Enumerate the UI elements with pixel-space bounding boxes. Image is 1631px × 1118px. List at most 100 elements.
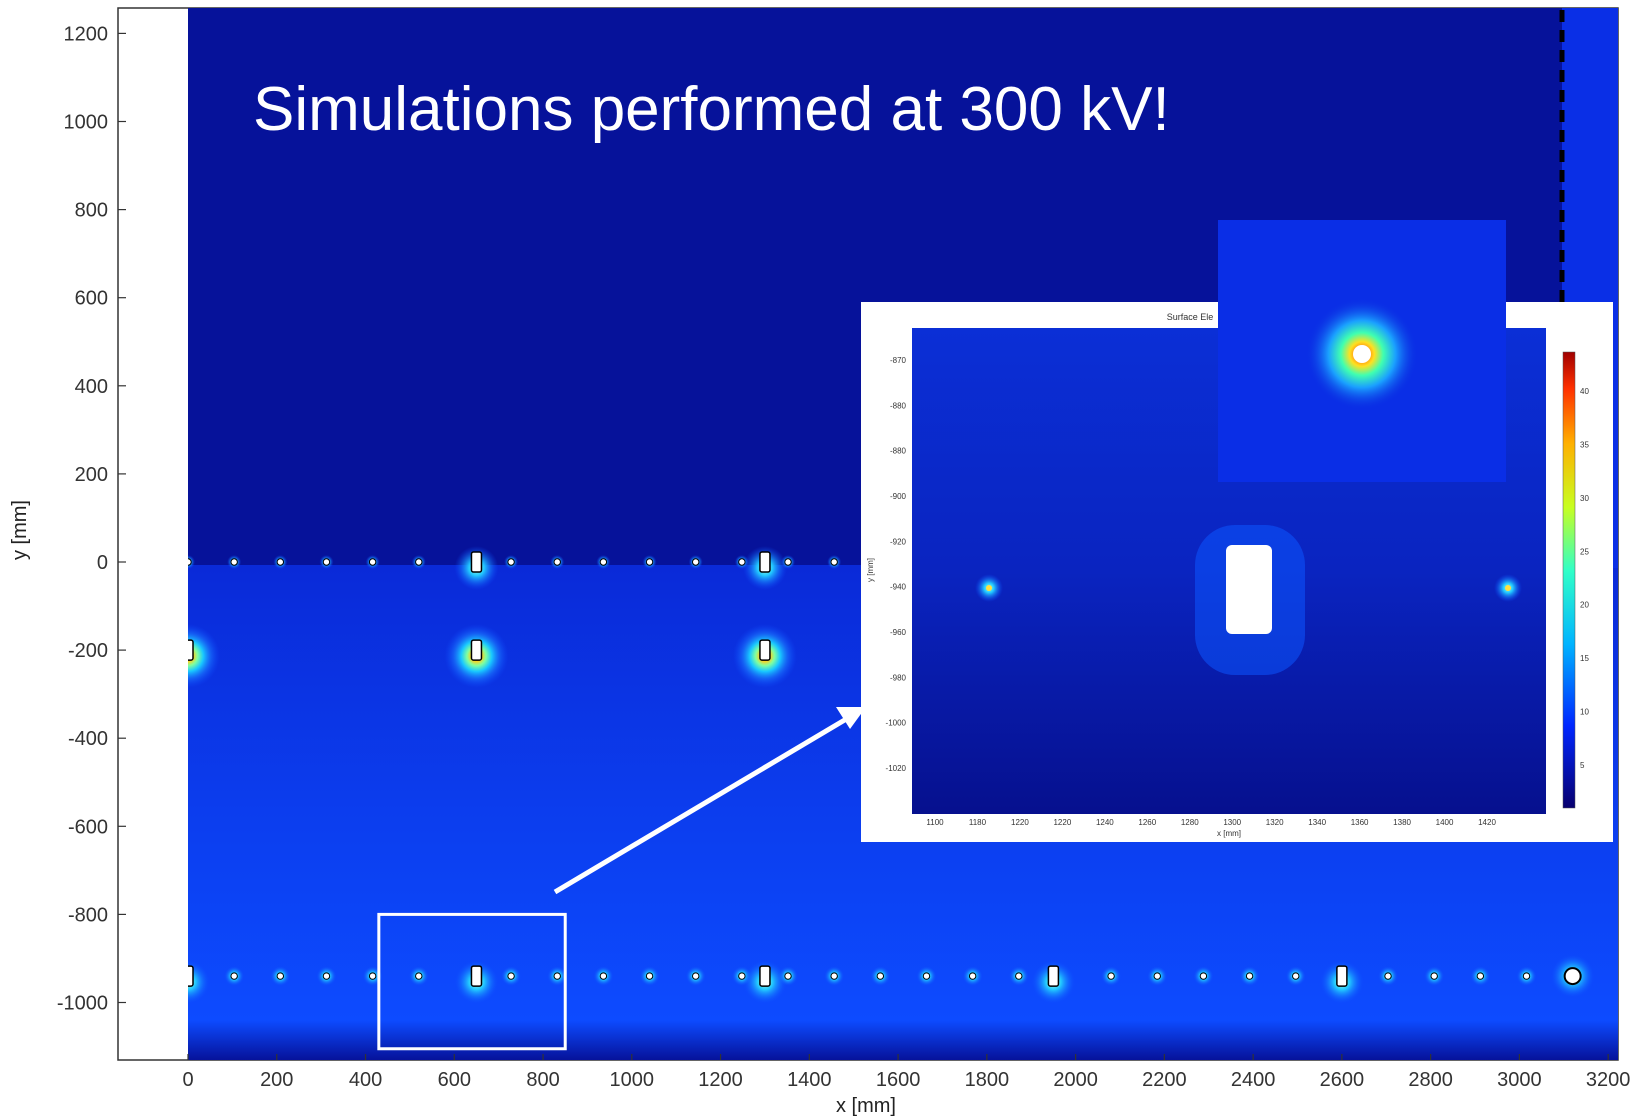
x-tick-label: 2600	[1320, 1069, 1365, 1091]
inset-x-tick-label: 1180	[969, 818, 987, 827]
electrode-small	[368, 558, 377, 566]
inset-x-tick-label: 1340	[1308, 818, 1326, 827]
x-tick-label: 400	[349, 1069, 382, 1091]
x-tick-label: 2800	[1408, 1069, 1453, 1091]
electrode-large	[759, 551, 771, 573]
inset-y-tick-label: -920	[890, 537, 907, 546]
electrode-small	[1292, 972, 1300, 980]
electrode-small	[1245, 972, 1254, 980]
electrode-small	[188, 558, 192, 566]
inset-colorbar-labels: 40 35 30 25 20 15 10 5	[1580, 387, 1589, 770]
y-tick-label: -600	[68, 816, 108, 838]
inset-electrode-small-left-core	[986, 585, 992, 591]
electrode-large	[470, 639, 483, 661]
electrode-small	[1384, 972, 1392, 980]
electrode-large	[1336, 965, 1348, 987]
inset-x-tick-label: 1380	[1393, 818, 1411, 827]
y-tick-label: 800	[75, 200, 108, 222]
inset-colorbar-label: 20	[1580, 601, 1589, 610]
y-tick-label: 200	[75, 464, 108, 486]
electrode-small	[276, 972, 285, 980]
y-axis-label: y [mm]	[9, 500, 31, 560]
y-tick-label: -200	[68, 640, 108, 662]
x-tick-label: 600	[438, 1069, 471, 1091]
electrode-small	[692, 558, 700, 566]
plot-area: 0 200 400 600 800 1000 1200 1400 1600 1800 2000 220…	[9, 7, 1631, 1117]
inset-colorbar-label: 15	[1580, 654, 1589, 663]
inset-y-tick-label: -870	[890, 356, 907, 365]
electrode-small	[1199, 972, 1208, 980]
x-tick-label: 1600	[876, 1069, 921, 1091]
y-tick-label: 0	[97, 552, 108, 574]
electrode-small	[230, 972, 238, 980]
x-tick-label: 200	[260, 1069, 293, 1091]
x-tick-label: 3000	[1497, 1069, 1542, 1091]
electrode-small	[322, 558, 331, 566]
zoom-box-layer	[377, 912, 567, 1051]
inset-y-ticks: -870 -880 -880 -900 -920 -940 -960 -980 -1000 -10…	[886, 356, 907, 773]
electrode-small	[1153, 972, 1161, 980]
y-tick-label: 1000	[64, 112, 109, 134]
electrode-small	[322, 972, 331, 980]
x-tick-label: 2000	[1053, 1069, 1098, 1091]
inset-y-tick-label: -1020	[886, 764, 907, 773]
arrow-zoom-to-inset	[553, 715, 850, 895]
inset-x-tick-label: 1320	[1266, 818, 1284, 827]
y-tick-label: 1200	[64, 23, 109, 45]
electrode-small	[1430, 972, 1438, 980]
inset-electrode-large	[1226, 545, 1272, 634]
electrode-small	[415, 972, 423, 980]
electrode-large	[470, 965, 483, 987]
inset-x-tick-label: 1420	[1478, 818, 1496, 827]
electrode-small	[692, 972, 700, 980]
x-tick-label: 0	[182, 1069, 193, 1091]
electrode-small	[553, 558, 561, 566]
inset-x-tick-label: 1280	[1181, 818, 1199, 827]
inset-x-tick-label: 1220	[1053, 818, 1071, 827]
electrode-large	[759, 965, 771, 987]
inset-x-tick-label: 1100	[926, 818, 944, 827]
y-tick-label: -800	[68, 904, 108, 926]
electrode-small	[507, 558, 515, 566]
inset-colorbar-label: 25	[1580, 547, 1589, 556]
electrode-ring	[1563, 967, 1582, 986]
electrode-small	[1107, 972, 1115, 980]
y-tick-label: 400	[75, 376, 108, 398]
x-tick-label: 1400	[787, 1069, 832, 1091]
electrode-large	[188, 965, 194, 987]
x-tick-label: 800	[526, 1069, 559, 1091]
x-tick-label: 2400	[1231, 1069, 1276, 1091]
x-tick-label: 3200	[1586, 1069, 1631, 1091]
x-tick-label: 2200	[1142, 1069, 1187, 1091]
electrode-small	[645, 558, 654, 566]
inset-x-tick-label: 1220	[1011, 818, 1029, 827]
inset-colorbar-label: 40	[1580, 387, 1589, 396]
inset-x-ticks: 1100 1180 1220 1220 1240 1260 1280 1300 1320 1340…	[926, 818, 1496, 827]
electrode-large	[188, 639, 194, 661]
y-tick-label: 600	[75, 288, 108, 310]
inset-y-tick-label: -900	[890, 492, 907, 501]
electrode-small	[876, 972, 885, 980]
zoom-box	[377, 912, 567, 1051]
electrode-large	[1047, 965, 1060, 987]
electrode-small	[599, 558, 608, 566]
inset-y-axis-label: y [mm]	[866, 558, 875, 582]
electrode-small	[1476, 972, 1485, 980]
inset-y-tick-label: -880	[890, 447, 907, 456]
electrode-small	[922, 972, 931, 980]
x-tick-label: 1000	[610, 1069, 655, 1091]
inset-x-tick-label: 1400	[1436, 818, 1454, 827]
electrode-small	[830, 558, 838, 566]
inset-y-tick-label: -880	[890, 401, 907, 410]
y-axis-ticks: 1200 1000 800 600 400 200 0 -200 -400 -600 -800 -10…	[57, 23, 126, 1015]
electrode-small	[368, 972, 377, 980]
inset-colorbar-label: 10	[1580, 708, 1589, 717]
electrode-large	[759, 639, 771, 661]
inset-x-tick-label: 1360	[1351, 818, 1369, 827]
electrode-small	[415, 558, 423, 566]
electrode-small	[230, 558, 238, 566]
y-tick-label: -1000	[57, 993, 108, 1015]
x-tick-label: 1800	[965, 1069, 1010, 1091]
electrode-small	[553, 972, 561, 980]
